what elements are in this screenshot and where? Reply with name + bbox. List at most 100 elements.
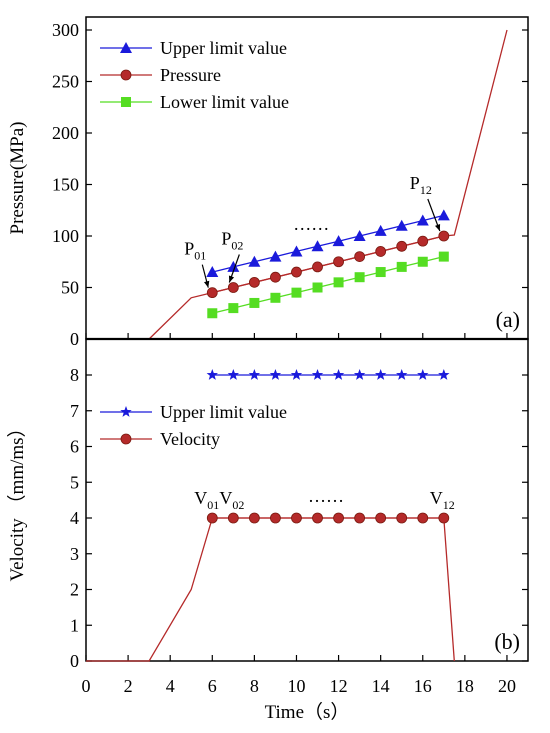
data-point bbox=[353, 230, 366, 241]
legend-marker bbox=[120, 42, 132, 53]
y-tick-label: 4 bbox=[70, 508, 79, 528]
annotation-arrowhead bbox=[204, 280, 210, 288]
annotation-subscript: 01 bbox=[207, 498, 219, 512]
chart-panel-0: 0 50 100 150 200 250 300 Pressure(MPa) (a) Upper … bbox=[7, 16, 529, 349]
annotation-label: P12 bbox=[410, 173, 432, 197]
x-axis-label: Time（s） bbox=[265, 701, 350, 723]
data-point bbox=[437, 209, 450, 221]
annotation: V02 bbox=[219, 488, 244, 512]
y-tick-label: 8 bbox=[70, 365, 79, 385]
legend-label: Pressure bbox=[160, 65, 221, 85]
series-line bbox=[212, 255, 444, 314]
annotation-letter: P bbox=[184, 239, 194, 259]
annotation-label: P02 bbox=[221, 229, 243, 253]
legend-marker bbox=[120, 69, 132, 81]
x-tick-label: 12 bbox=[330, 676, 348, 696]
data-point bbox=[312, 512, 323, 524]
data-point bbox=[227, 282, 239, 293]
y-axis-label: Velocity （mm/ms） bbox=[6, 418, 28, 581]
annotation-arrowhead bbox=[228, 275, 235, 283]
data-point bbox=[354, 251, 366, 263]
legend-entry: Pressure bbox=[100, 65, 221, 85]
data-point bbox=[396, 512, 408, 524]
data-point bbox=[270, 292, 281, 303]
x-tick-label: 16 bbox=[414, 676, 432, 696]
x-tick-label: 4 bbox=[166, 676, 175, 696]
series-upper-limit-value bbox=[206, 369, 450, 380]
data-point bbox=[438, 230, 450, 242]
data-point bbox=[333, 277, 344, 288]
y-tick-label: 0 bbox=[70, 329, 79, 349]
data-point bbox=[374, 224, 387, 236]
series-lower-limit-value bbox=[207, 251, 449, 319]
data-point bbox=[290, 369, 303, 380]
legend-marker bbox=[120, 433, 132, 445]
y-axis-label: Pressure(MPa) bbox=[7, 122, 28, 235]
annotation-letter: V bbox=[194, 488, 207, 508]
data-point bbox=[290, 245, 303, 257]
y-tick-label: 6 bbox=[70, 437, 79, 457]
data-point bbox=[269, 369, 282, 380]
x-tick-label: 18 bbox=[456, 676, 474, 696]
data-point bbox=[417, 235, 429, 247]
y-tick-label: 1 bbox=[70, 615, 79, 635]
data-point bbox=[311, 240, 324, 252]
data-point bbox=[353, 369, 366, 380]
data-point bbox=[206, 287, 218, 299]
data-point bbox=[396, 261, 407, 272]
legend-marker bbox=[121, 97, 131, 107]
data-point bbox=[375, 246, 387, 257]
annotation: P12 bbox=[410, 173, 441, 232]
ellipsis-label: …… bbox=[308, 486, 344, 506]
x-tick-label: 14 bbox=[372, 676, 390, 696]
annotation-letter: P bbox=[221, 229, 231, 249]
annotation-subscript: 02 bbox=[231, 239, 243, 253]
series-line bbox=[212, 235, 444, 294]
y-tick-label: 50 bbox=[61, 278, 79, 298]
data-point bbox=[206, 266, 219, 278]
legend-label: Upper limit value bbox=[160, 402, 287, 422]
data-point bbox=[227, 369, 240, 380]
annotation-label: P01 bbox=[184, 239, 206, 263]
legend-entry: Lower limit value bbox=[100, 92, 289, 112]
data-point bbox=[270, 512, 281, 524]
data-point bbox=[207, 308, 218, 319]
data-point bbox=[291, 287, 302, 298]
data-point bbox=[396, 369, 408, 380]
data-point bbox=[249, 297, 260, 308]
x-tick-label: 10 bbox=[287, 676, 305, 696]
panel-label: (b) bbox=[494, 629, 520, 654]
annotation: …… bbox=[293, 214, 329, 234]
y-tick-label: 0 bbox=[70, 651, 79, 671]
data-point bbox=[248, 276, 260, 288]
annotation: V12 bbox=[430, 488, 455, 512]
data-point bbox=[206, 369, 218, 380]
data-point bbox=[395, 219, 408, 231]
data-point bbox=[332, 369, 345, 380]
data-point bbox=[248, 512, 260, 524]
y-tick-label: 7 bbox=[70, 401, 79, 421]
data-point bbox=[291, 512, 302, 524]
data-point bbox=[416, 214, 429, 226]
annotation: V01 bbox=[194, 488, 219, 512]
data-point bbox=[312, 282, 323, 293]
data-point bbox=[206, 512, 218, 524]
legend-entry: Velocity bbox=[100, 429, 220, 449]
y-tick-label: 200 bbox=[52, 123, 79, 143]
data-point bbox=[417, 369, 429, 380]
x-tick-label: 6 bbox=[208, 676, 217, 696]
data-point bbox=[375, 267, 386, 278]
y-tick-label: 2 bbox=[70, 580, 79, 600]
legend-entry: Upper limit value bbox=[100, 38, 287, 58]
legend-label: Velocity bbox=[160, 429, 220, 449]
x-tick-label: 2 bbox=[124, 676, 133, 696]
series-pressure bbox=[148, 29, 508, 340]
data-point bbox=[333, 256, 344, 268]
annotation-letter: P bbox=[410, 173, 420, 193]
data-point bbox=[227, 260, 240, 272]
data-point bbox=[375, 512, 387, 524]
data-point bbox=[438, 251, 449, 262]
data-point bbox=[248, 369, 261, 380]
